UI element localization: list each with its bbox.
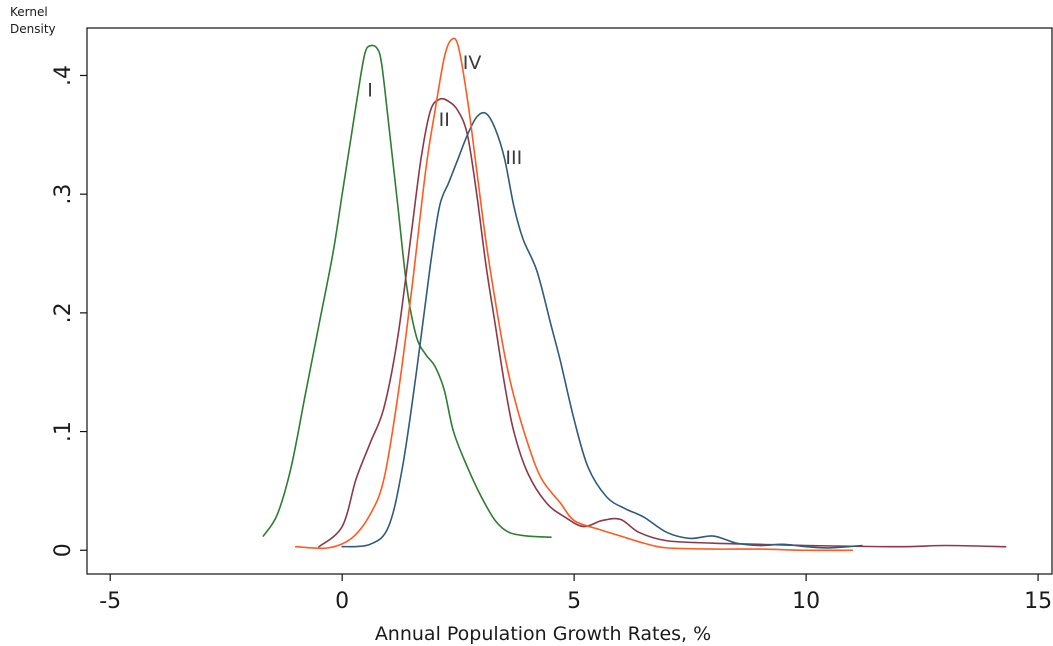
series-layer <box>262 37 1007 552</box>
x-tick-label: 10 <box>792 589 820 614</box>
series-label-iii: III <box>505 147 522 169</box>
series-line-iv <box>294 37 854 552</box>
y-tick-label: .4 <box>51 65 76 86</box>
x-tick-label: 15 <box>1024 589 1052 614</box>
y-tick-label: 0 <box>51 543 76 557</box>
y-tick-label: .1 <box>51 421 76 442</box>
series-line-i <box>262 44 552 538</box>
x-axis: -5 0 5 10 15 <box>99 574 1052 614</box>
series-label-i: I <box>367 79 373 101</box>
y-tick-label: .2 <box>51 302 76 323</box>
y-tick-label: .3 <box>51 184 76 205</box>
y-axis-label-line-1: Kernel <box>10 5 48 19</box>
plot-frame <box>86 27 1053 575</box>
y-axis-label-line-2: Density <box>10 22 56 36</box>
series-label-iv: IV <box>463 52 482 74</box>
y-axis: 0 .1 .2 .3 .4 <box>51 65 87 557</box>
x-tick-label: 0 <box>335 589 349 614</box>
series-line-ii <box>318 97 1007 548</box>
x-tick-label: -5 <box>99 589 121 614</box>
series-label-ii: II <box>439 109 450 131</box>
x-tick-label: 5 <box>567 589 581 614</box>
plot-border <box>86 27 1053 575</box>
y-axis-label: Kernel Density <box>10 5 56 36</box>
x-axis-title: Annual Population Growth Rates, % <box>375 623 711 645</box>
series-line-iii <box>341 111 863 549</box>
